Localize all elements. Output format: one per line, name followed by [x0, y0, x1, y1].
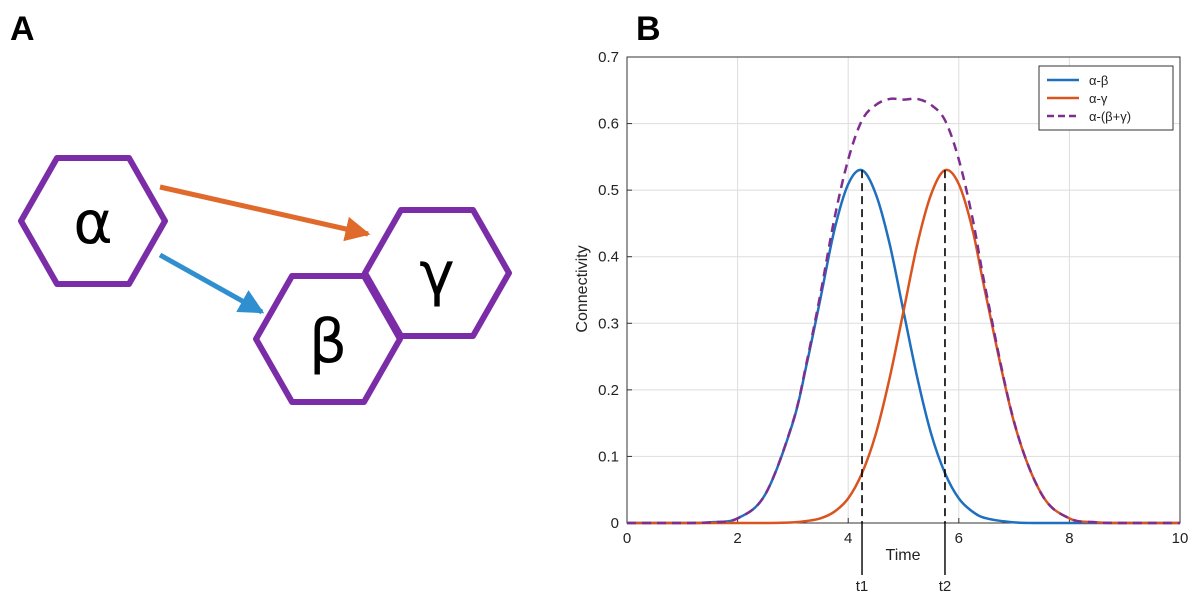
y-tick-label: 0.6	[598, 116, 619, 133]
x-tick-label: 2	[733, 530, 741, 547]
y-tick-label: 0.4	[598, 249, 619, 266]
y-tick-label: 0.1	[598, 448, 619, 465]
annotation-label: t1	[856, 578, 869, 595]
legend-label: α-γ	[1089, 91, 1108, 106]
node-alpha: α	[18, 155, 168, 287]
x-axis-title: Time	[886, 547, 921, 564]
node-alpha-label: α	[73, 188, 113, 258]
series-line-1	[626, 168, 1180, 525]
x-tick-label: 10	[1172, 530, 1189, 547]
legend-label: α-(β+γ)	[1089, 109, 1131, 124]
x-tick-label: 8	[1065, 530, 1073, 547]
panel-label-a: A	[10, 10, 35, 48]
node-gamma: γ	[362, 207, 512, 339]
edge-alpha-beta	[158, 252, 265, 315]
edge-alpha-gamma	[159, 184, 371, 242]
series-line-2	[626, 168, 1180, 525]
chart-series	[626, 97, 1180, 525]
x-tick-label: 4	[844, 530, 852, 547]
x-tick-label: 6	[955, 530, 963, 547]
y-tick-label: 0	[611, 515, 619, 532]
node-beta: β	[253, 273, 403, 405]
connectivity-diagram: α β γ	[18, 155, 512, 405]
panel-label-b: B	[636, 10, 661, 48]
chart-ticks: 0 2 4 6 8 10 0 0.1 0.2 0.3 0.4 0.5 0.6 0.7	[598, 49, 1188, 547]
plot-area	[626, 56, 1181, 524]
chart-legend: α-β α-γ α-(β+γ)	[1038, 65, 1174, 131]
legend-label: α-β	[1089, 73, 1108, 88]
chart-annotations: t1 t2	[856, 170, 951, 595]
y-tick-label: 0.2	[598, 382, 619, 399]
node-gamma-label: γ	[419, 239, 455, 309]
annotation-label: t2	[939, 578, 952, 595]
y-tick-label: 0.5	[598, 182, 619, 199]
y-axis-title: Connectivity	[574, 245, 591, 332]
y-tick-label: 0.3	[598, 315, 619, 332]
x-tick-label: 0	[623, 530, 631, 547]
node-beta-label: β	[309, 307, 347, 377]
y-tick-label: 0.7	[598, 49, 619, 66]
series-line-3	[626, 97, 1180, 525]
